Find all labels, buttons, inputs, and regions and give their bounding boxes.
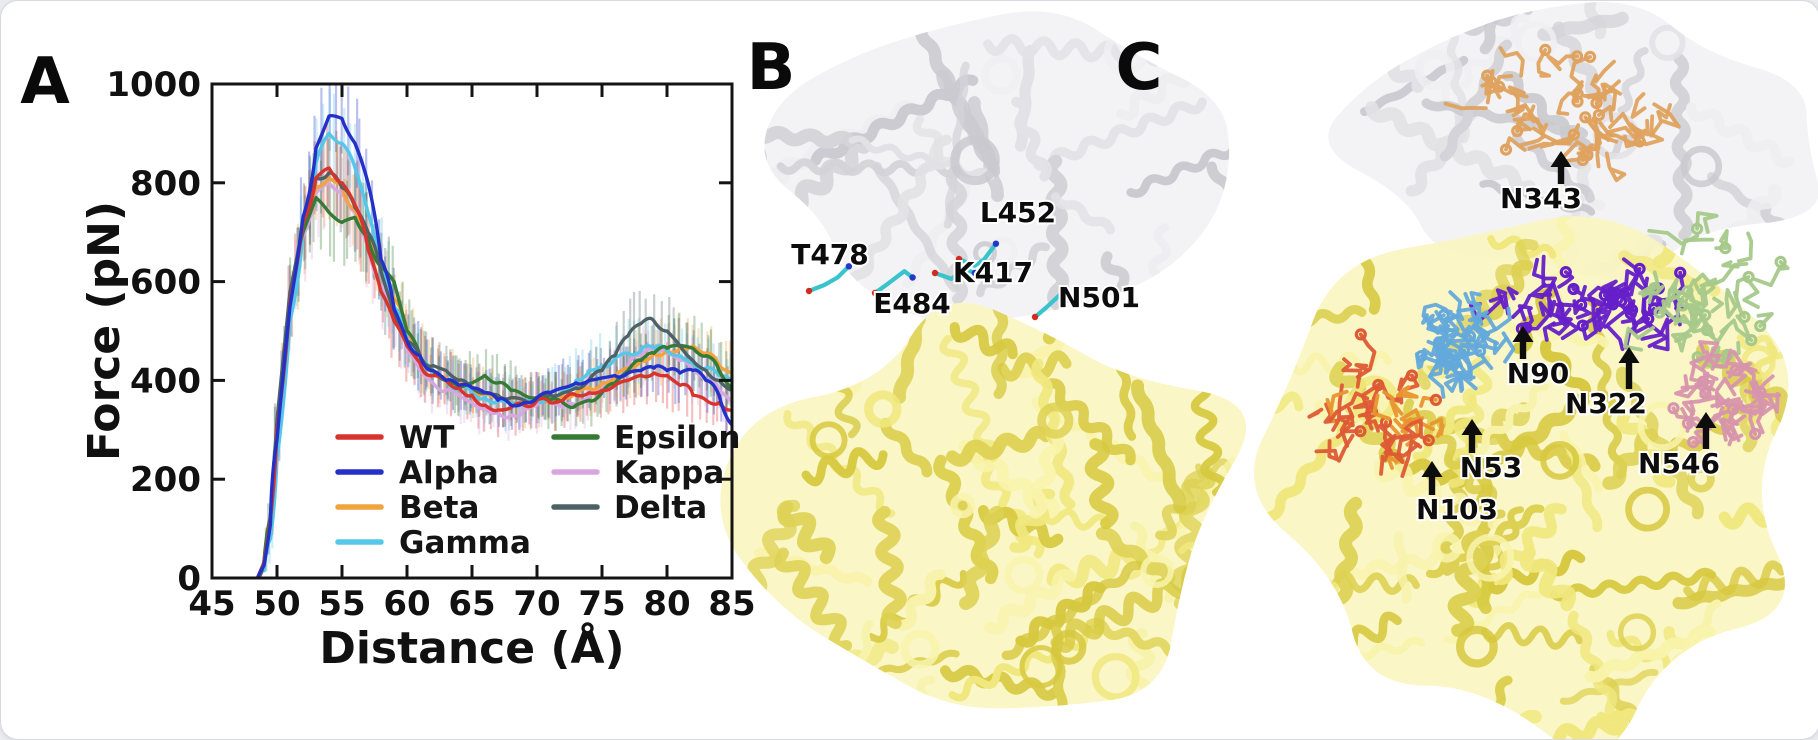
panel-c-ace2-ribbon: [1253, 216, 1789, 739]
legend-label-epsilon: Epsilon: [614, 420, 740, 456]
y-tick-0: 0: [177, 559, 201, 599]
x-tick-85: 85: [708, 584, 755, 624]
residue-stick-n501: [1031, 292, 1074, 321]
legend-item-kappa: Kappa: [551, 455, 724, 491]
residue-stick-t478: [805, 263, 853, 295]
x-axis-title: Distance (Å): [319, 621, 624, 674]
panel-b-label: B: [747, 31, 796, 105]
legend-label-kappa: Kappa: [614, 455, 724, 491]
x-tick-55: 55: [318, 584, 365, 624]
arrow-n103: [1421, 461, 1443, 495]
residue-label-e484: E484: [873, 287, 951, 320]
arrow-n53: [1461, 419, 1483, 453]
glycan-label-n546: N546: [1638, 447, 1720, 480]
y-tick-600: 600: [130, 263, 201, 303]
legend-label-gamma: Gamma: [399, 525, 531, 561]
glycan-label-n103: N103: [1416, 493, 1498, 526]
glycan-n53: [1415, 290, 1516, 399]
arrow-n322: [1618, 347, 1640, 389]
x-tick-45: 45: [188, 584, 235, 624]
arrow-n343: [1550, 151, 1572, 184]
y-tick-400: 400: [130, 361, 201, 401]
x-tick-70: 70: [513, 584, 560, 624]
y-tick-800: 800: [130, 164, 201, 204]
legend-item-wt: WT: [335, 420, 454, 456]
residue-label-l452: L452: [980, 196, 1056, 229]
legend-item-epsilon: Epsilon: [551, 420, 740, 456]
panel-c-rbd-ribbon: [1328, 2, 1818, 282]
series-line-wt: [255, 166, 732, 578]
residue-label-k417: K417: [953, 256, 1033, 289]
glycan-n343: [1443, 43, 1681, 183]
panel-a-label: A: [20, 45, 70, 119]
legend-label-alpha: Alpha: [399, 455, 499, 491]
legend-label-delta: Delta: [614, 490, 707, 526]
x-tick-65: 65: [448, 584, 495, 624]
legend-label-wt: WT: [399, 420, 454, 456]
y-axis-title: Force (pN): [79, 201, 130, 461]
arrow-n90: [1512, 326, 1534, 359]
x-tick-60: 60: [383, 584, 430, 624]
panel-a-chart: [255, 84, 732, 578]
x-tick-50: 50: [253, 584, 300, 624]
glycan-label-n90: N90: [1507, 357, 1569, 390]
residue-stick-l452: [955, 240, 1000, 268]
glycan-label-n322: N322: [1565, 387, 1647, 420]
legend-item-delta: Delta: [551, 490, 707, 526]
panel-c-label: C: [1116, 31, 1163, 105]
residue-label-t478: T478: [791, 238, 869, 271]
legend-item-alpha: Alpha: [335, 455, 499, 491]
residue-stick-e484: [871, 269, 916, 297]
residue-label-n501: N501: [1058, 281, 1140, 314]
x-tick-80: 80: [643, 584, 690, 624]
legend-item-beta: Beta: [335, 490, 479, 526]
legend-label-beta: Beta: [399, 490, 479, 526]
x-tick-75: 75: [578, 584, 625, 624]
panel-a-axes: 45 50 55 60 65 70 75 80 85 0 200 400 600 800 1000: [106, 65, 755, 624]
residue-stick-k417: [931, 266, 979, 281]
panel-c-annotations: N343 N90 N53 N322 N546 N103: [1307, 43, 1790, 528]
legend-item-gamma: Gamma: [335, 525, 531, 561]
y-tick-200: 200: [130, 460, 201, 500]
arrow-n546: [1695, 412, 1717, 449]
glycan-n103: [1307, 328, 1445, 478]
glycan-label-n343: N343: [1500, 182, 1582, 215]
glycan-label-n53: N53: [1460, 451, 1522, 484]
series-line-alpha: [255, 113, 732, 578]
y-tick-1000: 1000: [106, 65, 201, 105]
series-line-epsilon: [255, 195, 732, 578]
